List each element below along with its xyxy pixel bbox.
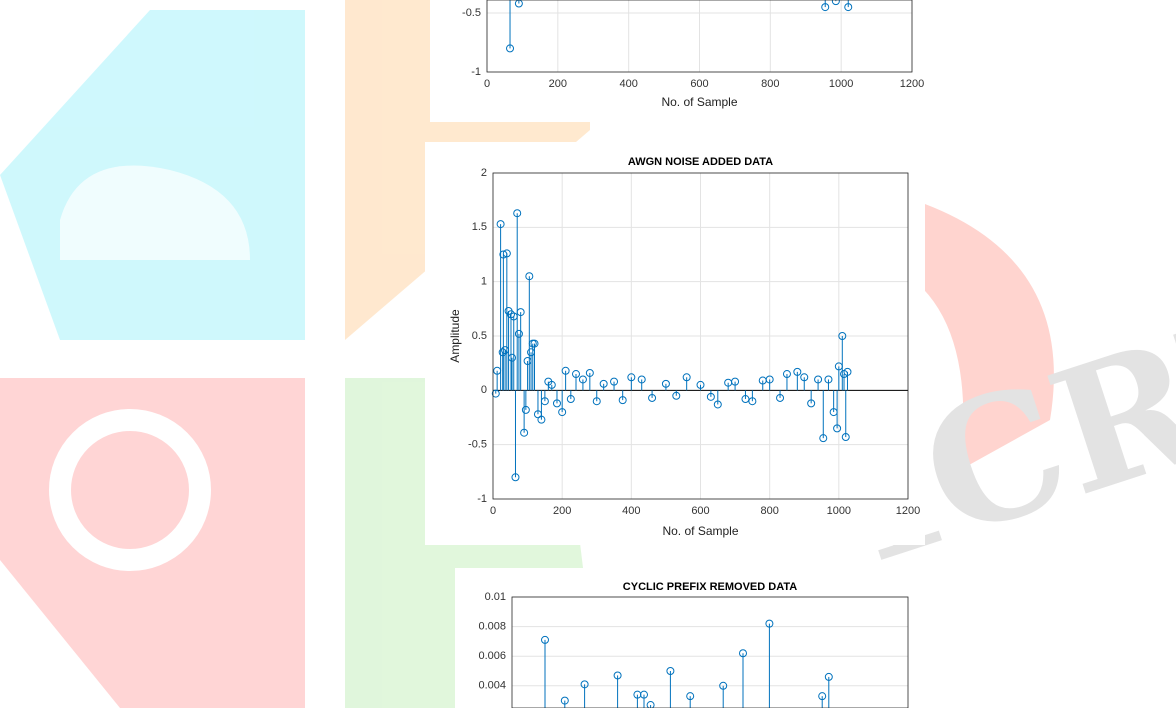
y-tick-label: 0.008 — [478, 621, 506, 633]
y-tick-label: -0.5 — [462, 7, 481, 19]
chart: -1 -0.5 0 0.5 1 1.5 2 0 200 400 600 800 1000 1200 AWGN… — [448, 156, 920, 538]
y-tick-label: -0.5 — [468, 439, 487, 451]
y-axis-label: Amplitude — [448, 309, 462, 363]
x-tick-label: 0 — [484, 78, 490, 90]
plot-area — [512, 597, 908, 708]
y-tick-label: 0.006 — [478, 650, 506, 662]
x-axis-label: No. of Sample — [661, 95, 737, 109]
x-tick-label: 1000 — [829, 78, 853, 90]
x-axis-label: No. of Sample — [662, 524, 738, 538]
y-tick-label: 0 — [481, 384, 487, 396]
x-tick-label: 1000 — [827, 505, 851, 517]
y-tick-label: 2 — [481, 167, 487, 179]
x-tick-label: 0 — [490, 505, 496, 517]
y-tick-label: -1 — [471, 66, 481, 78]
x-tick-label: 400 — [619, 78, 637, 90]
chart-title: AWGN NOISE ADDED DATA — [628, 156, 773, 168]
x-tick-label: 1200 — [896, 505, 920, 517]
plot-area — [487, 0, 912, 72]
x-tick-label: 400 — [622, 505, 640, 517]
y-tick-label: 0.004 — [478, 680, 506, 692]
x-tick-label: 600 — [691, 505, 709, 517]
y-tick-label: 0.5 — [472, 330, 487, 342]
y-tick-label: -1 — [477, 493, 487, 505]
x-tick-label: 600 — [690, 78, 708, 90]
y-tick-label: 1.5 — [472, 221, 487, 233]
x-tick-label: 200 — [553, 505, 571, 517]
chart: 0.004 0.006 0.008 0.01 CYCLIC PREFIX REMOVED… — [478, 581, 908, 708]
plot-background — [512, 597, 908, 708]
y-tick-label: 0.01 — [485, 591, 506, 603]
y-tick-label: 1 — [481, 276, 487, 288]
page: ICRT -1-0.5020040060080010001200No. of S… — [0, 0, 1176, 708]
chart-title: CYCLIC PREFIX REMOVED DATA — [623, 581, 797, 593]
x-tick-label: 800 — [761, 78, 779, 90]
x-tick-label: 1200 — [900, 78, 924, 90]
x-tick-label: 800 — [760, 505, 778, 517]
plot-area — [492, 173, 908, 499]
x-tick-label: 200 — [549, 78, 567, 90]
